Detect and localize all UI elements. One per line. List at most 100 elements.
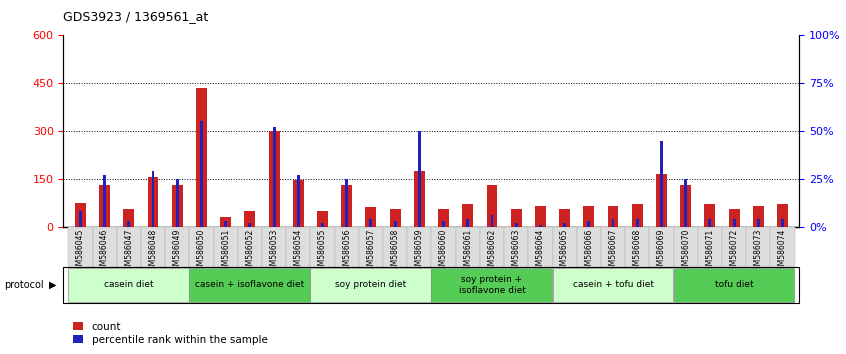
- Text: GSM586074: GSM586074: [778, 229, 787, 275]
- Text: GSM586059: GSM586059: [415, 229, 424, 275]
- Bar: [341, 185, 352, 227]
- Bar: [262, 227, 286, 267]
- Bar: [705, 204, 716, 227]
- Text: GSM586070: GSM586070: [681, 229, 690, 275]
- Bar: [607, 206, 618, 227]
- Bar: [321, 223, 324, 227]
- Bar: [238, 227, 262, 267]
- Bar: [117, 227, 141, 267]
- Bar: [272, 127, 276, 227]
- Text: GDS3923 / 1369561_at: GDS3923 / 1369561_at: [63, 10, 209, 23]
- Bar: [584, 206, 594, 227]
- Bar: [757, 219, 760, 227]
- Bar: [370, 219, 372, 227]
- Bar: [673, 268, 794, 302]
- Text: GSM586063: GSM586063: [512, 229, 520, 275]
- Text: GSM586061: GSM586061: [464, 229, 472, 275]
- Bar: [650, 227, 673, 267]
- Bar: [552, 227, 577, 267]
- Text: protocol: protocol: [4, 280, 44, 290]
- Bar: [79, 211, 82, 227]
- Bar: [190, 268, 310, 302]
- Text: soy protein +
isoflavone diet: soy protein + isoflavone diet: [459, 275, 525, 295]
- Bar: [92, 227, 117, 267]
- Bar: [480, 227, 504, 267]
- Text: GSM586054: GSM586054: [294, 229, 303, 275]
- Text: GSM586065: GSM586065: [560, 229, 569, 275]
- Bar: [103, 175, 106, 227]
- Bar: [286, 227, 310, 267]
- Bar: [190, 227, 213, 267]
- Bar: [431, 227, 456, 267]
- Bar: [418, 131, 420, 227]
- Bar: [539, 225, 541, 227]
- Bar: [244, 211, 255, 227]
- Bar: [528, 227, 552, 267]
- Bar: [777, 204, 788, 227]
- Bar: [310, 227, 335, 267]
- Text: GSM586053: GSM586053: [270, 229, 278, 275]
- Bar: [69, 227, 92, 267]
- Bar: [462, 204, 473, 227]
- Bar: [220, 217, 231, 227]
- Bar: [577, 227, 601, 267]
- Bar: [511, 209, 522, 227]
- Bar: [414, 171, 425, 227]
- Bar: [535, 206, 546, 227]
- Text: GSM586056: GSM586056: [343, 229, 351, 275]
- Bar: [486, 185, 497, 227]
- Bar: [335, 227, 359, 267]
- Bar: [431, 268, 552, 302]
- Bar: [514, 223, 518, 227]
- Bar: [249, 223, 251, 227]
- Bar: [151, 171, 155, 227]
- Text: GSM586071: GSM586071: [706, 229, 714, 275]
- Bar: [698, 227, 722, 267]
- Text: GSM586052: GSM586052: [245, 229, 255, 275]
- Text: GSM586048: GSM586048: [149, 229, 157, 275]
- Text: GSM586046: GSM586046: [100, 229, 109, 275]
- Bar: [128, 221, 130, 227]
- Text: GSM586047: GSM586047: [124, 229, 134, 275]
- Bar: [147, 177, 158, 227]
- Bar: [601, 227, 625, 267]
- Bar: [442, 221, 445, 227]
- Text: GSM586064: GSM586064: [536, 229, 545, 275]
- Bar: [552, 268, 673, 302]
- Bar: [438, 209, 449, 227]
- Text: GSM586072: GSM586072: [729, 229, 739, 275]
- Bar: [293, 181, 304, 227]
- Text: GSM586068: GSM586068: [633, 229, 642, 275]
- Bar: [656, 174, 667, 227]
- Bar: [196, 88, 207, 227]
- Bar: [69, 268, 189, 302]
- Bar: [746, 227, 771, 267]
- Bar: [124, 209, 135, 227]
- Bar: [491, 215, 493, 227]
- Bar: [559, 209, 570, 227]
- Bar: [297, 175, 299, 227]
- Bar: [310, 268, 431, 302]
- Text: GSM586045: GSM586045: [76, 229, 85, 275]
- Bar: [165, 227, 190, 267]
- Text: GSM586057: GSM586057: [366, 229, 376, 275]
- Bar: [504, 227, 528, 267]
- Bar: [781, 219, 784, 227]
- Bar: [75, 202, 85, 227]
- Bar: [728, 209, 739, 227]
- Bar: [269, 131, 279, 227]
- Text: tofu diet: tofu diet: [715, 280, 754, 290]
- Text: casein + isoflavone diet: casein + isoflavone diet: [195, 280, 305, 290]
- Bar: [722, 227, 746, 267]
- Bar: [636, 219, 639, 227]
- Bar: [466, 219, 470, 227]
- Bar: [200, 121, 203, 227]
- Bar: [733, 219, 735, 227]
- Text: ▶: ▶: [49, 280, 57, 290]
- Bar: [141, 227, 165, 267]
- Bar: [213, 227, 238, 267]
- Bar: [684, 179, 687, 227]
- Text: casein diet: casein diet: [104, 280, 154, 290]
- Bar: [383, 227, 407, 267]
- Text: GSM586062: GSM586062: [487, 229, 497, 275]
